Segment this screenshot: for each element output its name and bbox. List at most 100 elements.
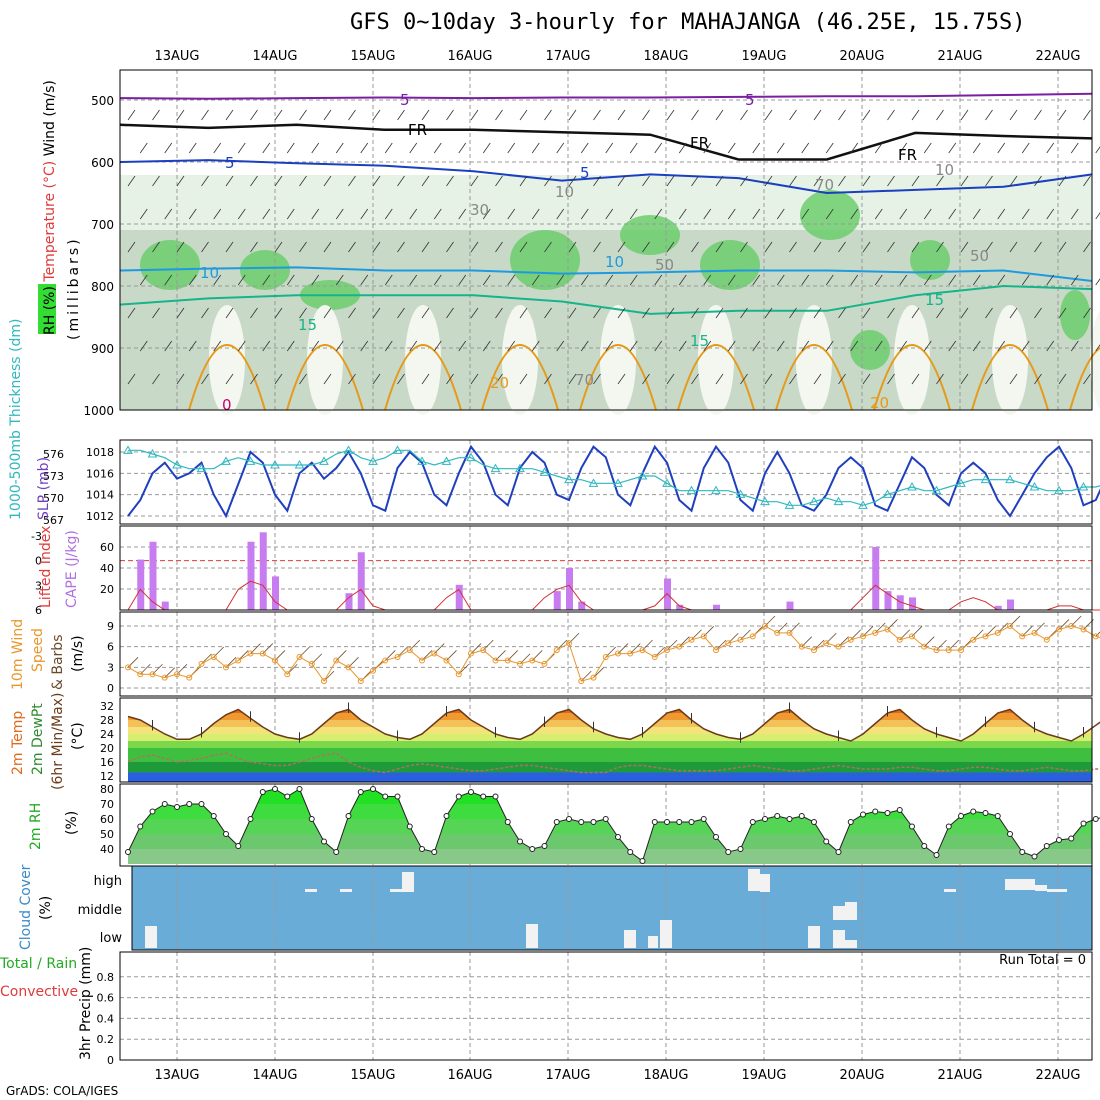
wind-barb xyxy=(666,175,675,187)
rh-marker xyxy=(774,813,781,819)
rh-marker xyxy=(994,813,1001,819)
wind-barb xyxy=(1095,344,1100,352)
wind-barb xyxy=(654,340,663,352)
cape-bar xyxy=(676,604,684,610)
wind-barb xyxy=(176,373,185,385)
y-tick-temp: 16 xyxy=(100,756,114,769)
wind-barb xyxy=(911,307,920,319)
y-label-cloud: Cloud Cover xyxy=(18,864,34,950)
wind-barb xyxy=(384,340,393,352)
y-label-wind-1: 10m Wind xyxy=(10,619,26,690)
wind-speed-marker xyxy=(455,671,462,678)
y-label-wind-2: Speed xyxy=(30,628,46,672)
cloud-block xyxy=(748,869,760,891)
y-label-upper-air: RH (%) Temperature (°C) Wind (m/s) xyxy=(42,80,58,335)
contour-label: 20 xyxy=(490,374,509,392)
rh-marker xyxy=(1056,837,1062,843)
wind-barb xyxy=(666,109,675,121)
y-label-part: RH (%) xyxy=(42,282,58,335)
wind-barb xyxy=(605,340,614,352)
rh-marker xyxy=(700,816,707,822)
wind-barb xyxy=(482,340,491,352)
wind-barb xyxy=(727,340,736,352)
rh-marker xyxy=(394,793,401,800)
wind-barb xyxy=(348,373,356,385)
wind-barb xyxy=(531,340,540,352)
panel-frame-temp xyxy=(119,697,1093,783)
y-tick-pressure: 600 xyxy=(91,156,114,170)
rh-marker xyxy=(1043,843,1050,849)
wind-speed-marker xyxy=(762,623,768,629)
wind-barb xyxy=(446,241,454,253)
rh-marker xyxy=(223,831,229,837)
rh-marker xyxy=(578,819,585,825)
y-label-precip-units: 3hr Precip (mm) xyxy=(78,947,94,1060)
wind-barb xyxy=(654,208,663,220)
wind-barb xyxy=(813,307,822,319)
date-label-bottom: 20AUG xyxy=(839,1068,884,1083)
wind-barb xyxy=(507,142,516,154)
rh-marker xyxy=(333,849,340,855)
wind-barb xyxy=(605,274,614,286)
wind-speed-marker xyxy=(321,678,327,685)
rh-legend-swatch xyxy=(38,284,56,334)
wind-barb xyxy=(923,274,932,286)
wind-speed-marker xyxy=(370,667,376,674)
date-label-top: 20AUG xyxy=(839,49,884,64)
y-label-upper-air-units: (millibars) xyxy=(66,236,82,340)
rh-marker xyxy=(566,816,572,822)
wind-barb xyxy=(409,142,418,154)
contour-label: 10 xyxy=(605,253,624,271)
date-label-top: 14AUG xyxy=(252,49,297,64)
wind-barb xyxy=(764,241,773,253)
rh-marker xyxy=(468,789,474,795)
wind-barb xyxy=(495,175,503,187)
rh-marker xyxy=(725,849,732,855)
y-tick-cape: 20 xyxy=(100,583,114,596)
y-tick-precip: 0.4 xyxy=(97,1012,115,1025)
thickness-marker xyxy=(980,474,991,484)
y-tick-thickness: 570 xyxy=(43,492,64,505)
rh-marker xyxy=(1080,820,1087,827)
wind-barb xyxy=(1058,175,1067,187)
cloud-block xyxy=(1005,879,1035,890)
wind-barb xyxy=(617,109,626,121)
contour-label: 30 xyxy=(470,201,489,219)
rh-patch xyxy=(240,250,290,290)
wind-speed-marker xyxy=(198,660,205,667)
wind-speed-marker xyxy=(688,636,695,643)
y-label-slp: SLP (mb) xyxy=(36,457,52,520)
wind-barb xyxy=(1009,175,1018,187)
wind-speed-marker xyxy=(872,629,879,636)
rh-marker xyxy=(186,801,193,807)
cape-bar xyxy=(578,601,586,610)
rh-band xyxy=(128,834,1092,849)
wind-speed-marker xyxy=(223,664,229,671)
wind-barb xyxy=(384,142,393,154)
date-label-bottom: 21AUG xyxy=(937,1068,982,1083)
wind-barb xyxy=(715,175,724,187)
wind-barb xyxy=(348,307,356,319)
wind-barb xyxy=(972,274,981,286)
wind-barb xyxy=(825,208,834,220)
rh-marker xyxy=(798,813,805,819)
wind-barb xyxy=(311,208,320,220)
wind-barb xyxy=(470,307,479,319)
wind-barb xyxy=(715,307,724,319)
wind-barb xyxy=(384,274,393,286)
contour-label: 50 xyxy=(655,256,674,274)
wind-barb xyxy=(850,274,859,286)
contour-label: 20 xyxy=(870,394,889,412)
wind-barb xyxy=(776,274,785,286)
date-label-bottom: 14AUG xyxy=(252,1068,297,1083)
wind-barb xyxy=(176,175,185,187)
wind-speed-marker xyxy=(700,633,707,640)
wind-barb xyxy=(727,208,736,220)
wind-barb xyxy=(997,142,1006,154)
rh-patch xyxy=(1060,290,1090,340)
wind-barb xyxy=(825,274,834,286)
wind-speed-marker xyxy=(651,654,658,660)
wind-barb xyxy=(188,340,197,352)
rh-plume xyxy=(209,305,245,415)
wind-barb xyxy=(605,208,614,220)
